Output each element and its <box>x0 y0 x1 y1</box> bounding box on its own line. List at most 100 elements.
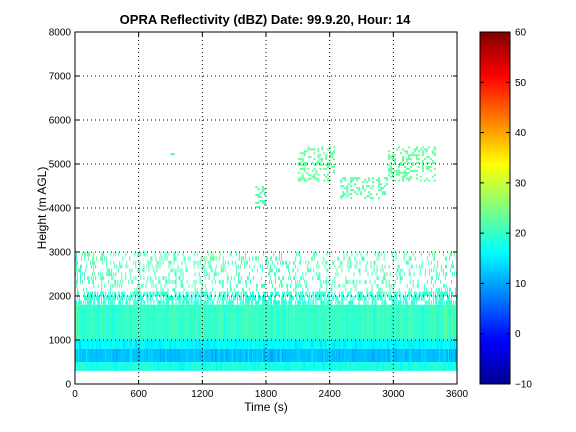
echo-cell <box>312 300 314 305</box>
echo-cell <box>305 291 307 296</box>
echo-cell <box>386 272 388 277</box>
echo-cell <box>177 296 179 301</box>
echo-cell <box>278 300 280 305</box>
echo-cell <box>257 188 260 190</box>
echo-cell <box>407 167 410 170</box>
echo-cell <box>160 340 162 349</box>
echo-cell <box>247 276 249 281</box>
echo-cell <box>116 264 118 269</box>
echo-cell <box>188 283 190 288</box>
echo-cell <box>307 287 309 292</box>
echo-cell <box>316 252 318 257</box>
echo-cell <box>135 296 137 301</box>
echo-cell <box>173 256 175 261</box>
echo-cell <box>274 287 276 292</box>
echo-cell <box>378 185 381 188</box>
echo-cell <box>158 280 160 284</box>
echo-cell <box>186 268 188 273</box>
echo-cell <box>102 256 104 261</box>
echo-cell <box>388 167 391 170</box>
echo-cell <box>368 185 371 188</box>
echo-cell <box>320 291 322 296</box>
echo-cell <box>177 268 179 273</box>
echo-cell <box>399 291 401 296</box>
echo-cell <box>245 260 247 265</box>
echo-cell <box>146 264 148 269</box>
echo-cell <box>100 272 102 277</box>
echo-cell <box>417 150 420 153</box>
echo-cell <box>401 177 404 180</box>
echo-cell <box>89 252 91 257</box>
echo-cell <box>209 340 211 349</box>
echo-cell <box>171 300 173 305</box>
echo-cell <box>344 296 346 301</box>
echo-cell <box>415 169 418 172</box>
echo-cell <box>261 283 263 288</box>
echo-cell <box>99 340 101 349</box>
echo-cell <box>150 362 152 371</box>
echo-cell <box>377 276 379 281</box>
echo-cell <box>234 362 236 371</box>
echo-cell <box>261 264 263 269</box>
echo-cell <box>207 252 209 257</box>
echo-cell <box>317 177 320 180</box>
echo-cell <box>212 300 214 305</box>
echo-cell <box>346 252 348 257</box>
echo-cell <box>97 291 99 296</box>
echo-cell <box>183 300 185 305</box>
echo-cell <box>160 300 162 305</box>
echo-cell <box>202 264 204 269</box>
echo-cell <box>107 304 109 340</box>
echo-cell <box>82 252 84 257</box>
echo-cell <box>299 260 301 265</box>
echo-cell <box>173 260 175 265</box>
echo-cell <box>409 175 412 178</box>
echo-cell <box>385 283 387 288</box>
echo-cell <box>258 340 260 349</box>
echo-cell <box>376 193 379 196</box>
echo-cell <box>428 348 430 362</box>
echo-cell <box>111 362 113 371</box>
echo-cell <box>338 348 340 362</box>
echo-cell <box>449 300 451 305</box>
echo-cell <box>275 256 277 261</box>
echo-cell <box>172 304 174 340</box>
echo-cell <box>292 296 294 301</box>
echo-cell <box>113 272 115 277</box>
echo-cell <box>208 296 210 301</box>
echo-cell <box>408 272 410 277</box>
echo-cell <box>109 304 111 340</box>
echo-cell <box>430 280 432 284</box>
echo-cell <box>307 362 309 371</box>
echo-cell <box>147 291 149 296</box>
echo-cell <box>143 300 145 305</box>
echo-cell <box>177 264 179 269</box>
echo-cell <box>78 304 80 340</box>
echo-cell <box>286 304 288 340</box>
echo-cell <box>450 348 452 362</box>
echo-cell <box>164 291 166 296</box>
echo-cell <box>353 304 355 340</box>
echo-cell <box>163 300 165 305</box>
echo-cell <box>290 304 292 340</box>
echo-cell <box>221 283 223 288</box>
echo-cell <box>156 296 158 301</box>
echo-cell <box>370 193 373 196</box>
echo-cell <box>423 158 426 161</box>
echo-cell <box>378 256 380 261</box>
echo-cell <box>296 348 298 362</box>
echo-cell <box>279 268 281 273</box>
echo-cell <box>421 146 424 149</box>
echo-cell <box>264 296 266 301</box>
echo-cell <box>241 362 243 371</box>
echo-cell <box>331 287 333 292</box>
echo-cell <box>360 296 362 301</box>
echo-cell <box>129 304 131 340</box>
echo-cell <box>201 264 203 269</box>
x-tick-label: 600 <box>130 389 147 400</box>
echo-cell <box>257 291 259 296</box>
echo-cell <box>242 256 244 261</box>
echo-cell <box>140 300 142 305</box>
echo-cell <box>219 291 221 296</box>
echo-cell <box>412 348 414 362</box>
